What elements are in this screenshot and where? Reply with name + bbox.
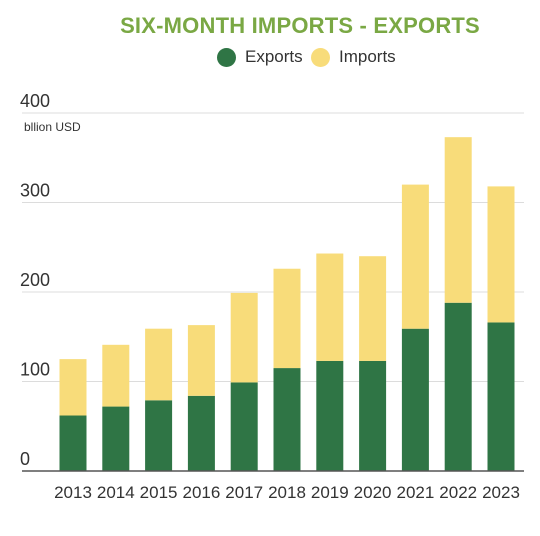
y-tick-label-200: 200 xyxy=(20,270,50,290)
bar-imports-2020 xyxy=(359,256,387,361)
bar-imports-2019 xyxy=(316,253,344,361)
legend-label-imports: Imports xyxy=(339,47,396,66)
y-tick-label-0: 0 xyxy=(20,449,30,469)
bar-exports-2023 xyxy=(487,322,515,471)
x-tick-label-2020: 2020 xyxy=(354,483,392,502)
x-tick-label-2021: 2021 xyxy=(396,483,434,502)
bar-imports-2022 xyxy=(444,137,472,303)
bar-exports-2018 xyxy=(273,368,301,471)
bar-exports-2015 xyxy=(145,400,173,471)
bar-imports-2015 xyxy=(145,328,173,401)
x-tick-label-2022: 2022 xyxy=(439,483,477,502)
y-tick-label-300: 300 xyxy=(20,181,50,201)
legend-item-imports: Imports xyxy=(311,47,396,67)
x-tick-label-2018: 2018 xyxy=(268,483,306,502)
bar-imports-2018 xyxy=(273,268,301,369)
x-tick-label-2016: 2016 xyxy=(182,483,220,502)
y-axis-unit-label: bllion USD xyxy=(24,120,81,134)
x-tick-label-2013: 2013 xyxy=(54,483,92,502)
legend-swatch-exports xyxy=(217,47,236,67)
legend-swatch-imports xyxy=(311,47,330,67)
bar-imports-2013 xyxy=(59,359,87,416)
bar-exports-2014 xyxy=(102,406,130,471)
bar-imports-2017 xyxy=(230,292,258,383)
x-tick-label-2023: 2023 xyxy=(482,483,520,502)
bar-imports-2023 xyxy=(487,186,515,323)
bar-exports-2020 xyxy=(359,360,387,471)
x-tick-label-2017: 2017 xyxy=(225,483,263,502)
bar-imports-2021 xyxy=(401,184,429,329)
y-tick-label-400: 400 xyxy=(20,91,50,111)
legend: Exports Imports xyxy=(0,47,540,73)
legend-label-exports: Exports xyxy=(245,47,303,66)
legend-item-exports: Exports xyxy=(217,47,303,67)
bar-exports-2016 xyxy=(187,395,215,471)
x-tick-label-2014: 2014 xyxy=(97,483,135,502)
x-tick-label-2015: 2015 xyxy=(140,483,178,502)
bar-exports-2022 xyxy=(444,302,472,471)
x-tick-label-2019: 2019 xyxy=(311,483,349,502)
bar-exports-2017 xyxy=(230,382,258,471)
chart-title: SIX-MONTH IMPORTS - EXPORTS xyxy=(120,13,480,38)
bar-exports-2019 xyxy=(316,360,344,471)
bar-exports-2013 xyxy=(59,415,87,471)
bar-imports-2014 xyxy=(102,344,130,407)
bar-exports-2021 xyxy=(401,328,429,471)
y-tick-label-100: 100 xyxy=(20,360,50,380)
bar-imports-2016 xyxy=(187,325,215,396)
